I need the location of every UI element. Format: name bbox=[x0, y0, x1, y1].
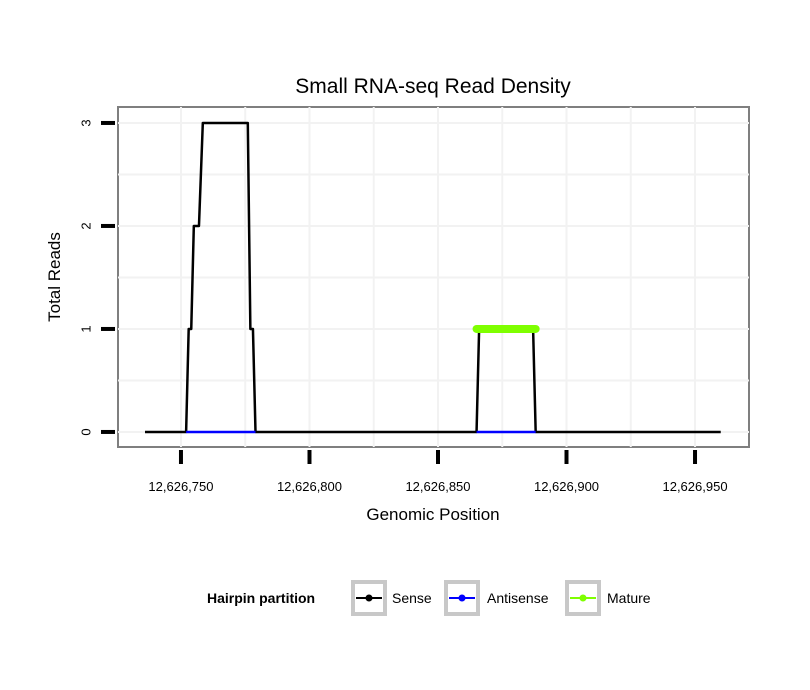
y-tick-label: 2 bbox=[79, 222, 94, 229]
x-tick-label: 12,626,900 bbox=[534, 479, 599, 494]
y-tick-label: 1 bbox=[79, 325, 94, 332]
chart-title: Small RNA-seq Read Density bbox=[295, 75, 571, 98]
x-tick-label: 12,626,750 bbox=[148, 479, 213, 494]
legend-point bbox=[458, 594, 466, 602]
y-tick-label: 0 bbox=[79, 428, 94, 435]
x-tick-label: 12,626,800 bbox=[277, 479, 342, 494]
legend-point bbox=[365, 594, 373, 602]
y-tick-label: 3 bbox=[79, 119, 94, 126]
legend-title: Hairpin partition bbox=[207, 590, 315, 606]
legend: Hairpin partition Sense Antisense Mature bbox=[207, 580, 651, 616]
legend-point bbox=[579, 594, 587, 602]
x-tick-label: 12,626,850 bbox=[405, 479, 470, 494]
x-tick-label: 12,626,950 bbox=[662, 479, 727, 494]
y-axis-label: Total Reads bbox=[45, 232, 64, 322]
legend-label-antisense: Antisense bbox=[487, 590, 549, 606]
x-axis-label: Genomic Position bbox=[366, 505, 499, 524]
legend-label-mature: Mature bbox=[607, 590, 651, 606]
legend-label-sense: Sense bbox=[392, 590, 432, 606]
